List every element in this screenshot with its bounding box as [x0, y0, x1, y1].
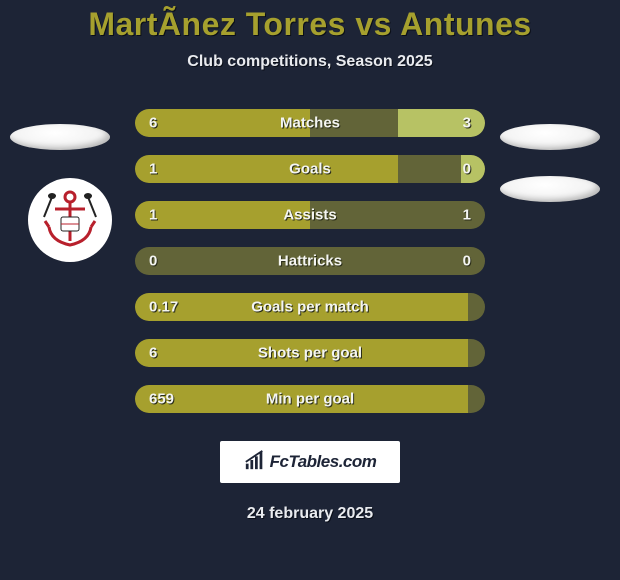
stat-row: 6 Matches 3: [135, 109, 485, 137]
stat-value-right: 0: [463, 253, 471, 270]
right-ellipse-top: [500, 124, 600, 150]
stat-value-left: 0.17: [149, 299, 178, 316]
signal-icon: [244, 449, 266, 476]
stat-value-left: 1: [149, 161, 157, 178]
stat-label: Assists: [283, 207, 336, 224]
brand-badge[interactable]: FcTables.com: [220, 441, 400, 483]
brand-text: FcTables.com: [270, 452, 377, 472]
stat-label: Hattricks: [278, 253, 342, 270]
stat-label: Min per goal: [266, 391, 354, 408]
stat-value-left: 6: [149, 115, 157, 132]
content-root: MartÃ­nez Torres vs Antunes Club competi…: [0, 0, 620, 580]
page-title: MartÃ­nez Torres vs Antunes: [0, 6, 620, 43]
stat-row: 659 Min per goal: [135, 385, 485, 413]
stat-value-left: 0: [149, 253, 157, 270]
stat-label: Matches: [280, 115, 340, 132]
stat-fill-left: [135, 155, 398, 183]
stat-row: 1 Goals 0: [135, 155, 485, 183]
stat-label: Shots per goal: [258, 345, 362, 362]
stat-value-left: 1: [149, 207, 157, 224]
stat-row: 6 Shots per goal: [135, 339, 485, 367]
subtitle: Club competitions, Season 2025: [0, 53, 620, 71]
stat-value-left: 659: [149, 391, 174, 408]
stat-value-right: 1: [463, 207, 471, 224]
stat-value-right: 3: [463, 115, 471, 132]
left-ellipse-top: [10, 124, 110, 150]
stat-row: 0.17 Goals per match: [135, 293, 485, 321]
stat-label: Goals: [289, 161, 331, 178]
stats-container: 6 Matches 3 1 Goals 0 1 Assists 1 0 Hattricks 0 0.17…: [135, 109, 485, 413]
club-crest-left: [28, 178, 112, 262]
stat-row: 1 Assists 1: [135, 201, 485, 229]
stat-value-left: 6: [149, 345, 157, 362]
right-ellipse-2: [500, 176, 600, 202]
stat-label: Goals per match: [251, 299, 369, 316]
stat-value-right: 0: [463, 161, 471, 178]
stat-row: 0 Hattricks 0: [135, 247, 485, 275]
stat-fill-right: [398, 109, 486, 137]
anchor-crest-icon: [37, 187, 103, 253]
date-label: 24 february 2025: [0, 505, 620, 523]
